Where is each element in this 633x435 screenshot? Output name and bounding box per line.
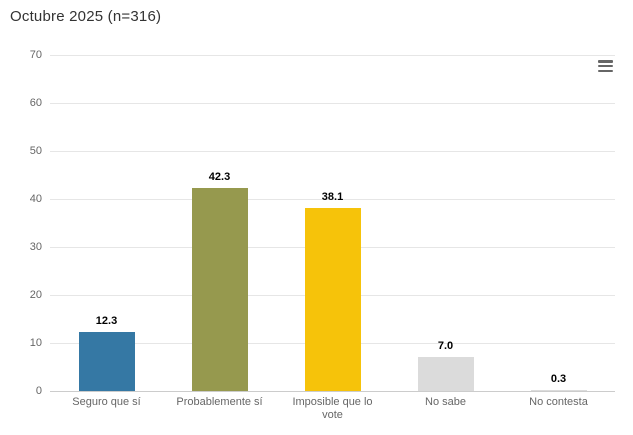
bar-value-label: 42.3 — [208, 170, 231, 183]
bar-5[interactable] — [530, 389, 587, 391]
x-axis-category-label: Probablemente sí — [176, 396, 263, 408]
gridline — [50, 151, 615, 152]
x-axis-category-label: No sabe — [425, 396, 466, 408]
gridline — [50, 103, 615, 104]
bar-value-label: 7.0 — [437, 340, 454, 353]
x-axis-category-label: Imposible que lo vote — [292, 396, 373, 421]
hamburger-menu-icon — [598, 69, 613, 72]
y-axis-tick-label: 60 — [29, 97, 42, 109]
x-axis-labels: Seguro que sí Probablemente sí Imposible q… — [50, 396, 615, 430]
y-axis-tick-label: 20 — [29, 289, 42, 301]
bar-3[interactable] — [304, 208, 361, 391]
bar-value-label: 0.3 — [550, 372, 567, 385]
bar-value-label: 12.3 — [95, 314, 118, 327]
plot-area: 0 10 20 30 40 50 60 70 12.3 42.3 38.1 7.0 0.3 — [30, 49, 615, 397]
hamburger-menu-icon — [598, 64, 613, 68]
bar-slot: 7.0 — [389, 55, 502, 391]
gridline — [50, 55, 615, 56]
bar-4[interactable] — [417, 357, 474, 391]
hamburger-menu-icon — [598, 60, 613, 63]
bar-slot: 42.3 — [163, 55, 276, 391]
y-axis-tick-label: 0 — [35, 385, 42, 397]
bar-slot: 0.3 — [502, 55, 615, 391]
chart-title: Octubre 2025 (n=316) — [10, 8, 162, 25]
y-axis-tick-label: 10 — [29, 337, 42, 349]
bar-1[interactable] — [78, 331, 135, 391]
gridline — [50, 199, 615, 200]
bar-slot: 12.3 — [50, 55, 163, 391]
y-axis-tick-label: 70 — [29, 49, 42, 61]
chart-context-menu-button[interactable] — [598, 60, 613, 72]
x-axis-line — [50, 391, 615, 392]
bar-2[interactable] — [191, 187, 248, 391]
y-axis-tick-label: 50 — [29, 145, 42, 157]
x-axis-category-label: No contesta — [529, 396, 588, 408]
x-axis-category-label: Seguro que sí — [72, 396, 141, 408]
y-axis-tick-label: 40 — [29, 193, 42, 205]
bar-value-label: 38.1 — [321, 191, 344, 204]
bar-slot: 38.1 — [276, 55, 389, 391]
y-axis-tick-label: 30 — [29, 241, 42, 253]
